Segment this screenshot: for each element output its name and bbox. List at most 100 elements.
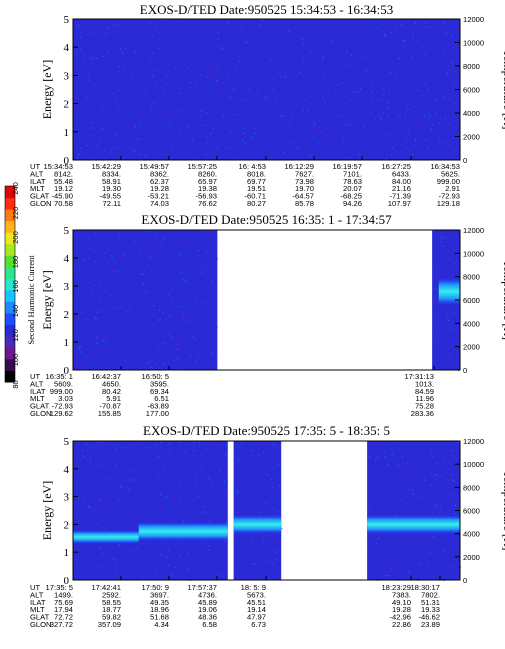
noise-pixel	[371, 114, 373, 116]
noise-pixel	[205, 243, 207, 246]
noise-pixel	[217, 481, 220, 483]
noise-pixel	[260, 489, 262, 491]
noise-pixel	[443, 231, 445, 234]
noise-pixel	[124, 291, 127, 293]
noise-pixel	[346, 157, 348, 159]
noise-pixel	[310, 155, 312, 157]
noise-pixel	[443, 575, 445, 577]
noise-pixel	[96, 342, 98, 345]
table-cell: 19.06	[198, 605, 217, 614]
noise-pixel	[131, 448, 133, 451]
noise-pixel	[208, 474, 210, 477]
noise-pixel	[174, 324, 176, 327]
noise-pixel	[269, 78, 272, 80]
noise-pixel	[173, 360, 175, 362]
table-cell: 3697.	[150, 590, 169, 599]
noise-pixel	[234, 539, 236, 541]
noise-pixel	[283, 152, 285, 154]
noise-pixel	[120, 48, 122, 50]
colorbar-tick-label: 100	[11, 354, 20, 367]
noise-pixel	[79, 526, 82, 529]
noise-pixel	[448, 116, 450, 118]
noise-pixel	[258, 38, 261, 40]
noise-pixel	[78, 347, 81, 349]
noise-pixel	[183, 520, 185, 522]
noise-pixel	[222, 114, 224, 116]
noise-pixel	[454, 505, 456, 507]
noise-pixel	[444, 471, 446, 473]
noise-pixel	[88, 505, 90, 507]
noise-pixel	[134, 51, 136, 53]
noise-pixel	[110, 151, 112, 153]
noise-pixel	[92, 271, 94, 273]
noise-pixel	[128, 306, 130, 308]
noise-pixel	[146, 520, 148, 522]
noise-pixel	[189, 240, 191, 242]
noise-pixel	[439, 511, 441, 514]
noise-pixel	[201, 337, 203, 339]
noise-pixel	[162, 90, 164, 92]
noise-pixel	[443, 32, 445, 35]
noise-pixel	[237, 491, 239, 493]
table-cell: 94.26	[343, 199, 362, 208]
noise-pixel	[275, 444, 277, 446]
noise-pixel	[400, 545, 402, 547]
noise-pixel	[451, 342, 453, 345]
noise-pixel	[144, 137, 146, 139]
noise-pixel	[409, 93, 411, 96]
noise-pixel	[318, 119, 321, 121]
noise-pixel	[274, 25, 277, 28]
noise-pixel	[265, 95, 267, 97]
noise-pixel	[429, 552, 431, 554]
table-cell: 18.96	[150, 605, 169, 614]
noise-pixel	[332, 40, 334, 42]
noise-pixel	[387, 44, 390, 46]
noise-pixel	[139, 273, 142, 275]
noise-pixel	[89, 134, 91, 136]
noise-pixel	[373, 118, 376, 120]
noise-pixel	[90, 32, 92, 34]
noise-pixel	[320, 135, 323, 137]
noise-pixel	[112, 120, 115, 123]
noise-pixel	[240, 442, 242, 444]
noise-pixel	[112, 558, 114, 560]
table-cell: 1499.	[54, 590, 73, 599]
noise-pixel	[128, 491, 130, 493]
noise-pixel	[132, 346, 135, 348]
noise-pixel	[170, 50, 172, 52]
noise-pixel	[112, 274, 115, 276]
noise-pixel	[455, 251, 457, 254]
noise-pixel	[191, 105, 193, 107]
noise-pixel	[387, 102, 389, 104]
noise-pixel	[212, 557, 214, 559]
noise-pixel	[216, 326, 218, 328]
noise-pixel	[307, 109, 309, 111]
colorbar-tick-label: 200	[11, 231, 20, 244]
noise-pixel	[392, 477, 394, 480]
colorbar-swatch	[5, 232, 15, 245]
noise-pixel	[213, 295, 215, 297]
table-row-label: ILAT	[30, 387, 46, 396]
noise-pixel	[78, 293, 80, 295]
noise-pixel	[147, 265, 149, 267]
table-cell: 2592.	[102, 590, 121, 599]
noise-pixel	[444, 22, 446, 24]
table-cell: 18:23:29	[381, 583, 411, 592]
noise-pixel	[127, 357, 129, 359]
noise-pixel	[407, 71, 409, 73]
noise-pixel	[398, 115, 400, 117]
noise-pixel	[139, 52, 141, 54]
noise-pixel	[440, 241, 443, 243]
noise-pixel	[439, 332, 441, 334]
noise-pixel	[91, 486, 93, 488]
info-table: UTALTILATMLTGLATGLON15:34:538142.55.4819…	[30, 156, 461, 208]
noise-pixel	[454, 455, 456, 457]
noise-pixel	[273, 507, 276, 510]
noise-pixel	[77, 462, 80, 464]
noise-pixel	[204, 543, 206, 545]
noise-pixel	[173, 273, 175, 275]
noise-pixel	[112, 270, 114, 272]
noise-pixel	[398, 57, 400, 59]
noise-pixel	[75, 559, 77, 561]
noise-pixel	[368, 574, 371, 576]
